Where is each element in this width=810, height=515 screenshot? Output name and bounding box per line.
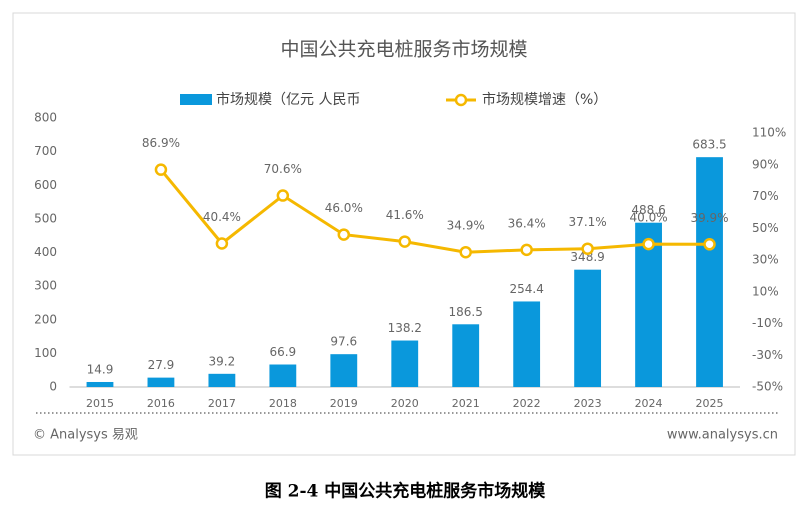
source: © Analysys 易观 <box>33 428 138 443</box>
bar <box>513 301 541 387</box>
line-value-label: 34.9% <box>447 219 485 233</box>
chart-frame <box>12 12 796 456</box>
bar-value-label: 488.6 <box>631 203 665 217</box>
bar-value-label: 97.6 <box>330 335 357 349</box>
x-tick-label: 2024 <box>635 397 663 410</box>
line-value-label: 36.4% <box>508 216 546 230</box>
line-point <box>154 163 168 176</box>
y-tick-label: 200 <box>34 312 57 326</box>
line-point <box>215 237 229 250</box>
x-tick-label: 2025 <box>696 397 724 410</box>
line-value-label: 46.0% <box>325 201 363 215</box>
y-tick-label: 800 <box>34 111 57 125</box>
bar-value-label: 138.2 <box>388 321 422 335</box>
line-point <box>520 243 533 257</box>
line-value-label: 40.4% <box>203 210 241 224</box>
caption: 图 2-4 中国公共充电桩服务市场规模 <box>265 481 547 502</box>
line-value-label: 40.0% <box>630 211 668 225</box>
line-value-label: 39.9% <box>690 211 728 225</box>
line-value-label: 37.1% <box>569 215 607 229</box>
y-tick-label: 100 <box>34 346 57 360</box>
legend-swatch <box>180 94 212 105</box>
bar <box>147 377 175 387</box>
y-tick-label: 300 <box>34 279 57 293</box>
y2-tick-label: 10% <box>752 284 779 298</box>
y2-tick-label: 50% <box>752 221 779 235</box>
bar-value-label: 27.9 <box>148 358 175 372</box>
y2-tick-label: 30% <box>752 253 779 267</box>
line <box>159 168 710 254</box>
legend-label: 市场规模（亿元 人民币 <box>216 91 360 108</box>
x-tick-label: 2016 <box>147 397 175 410</box>
y2-tick-label: -50% <box>752 380 783 394</box>
bar-value-label: 254.4 <box>509 282 543 296</box>
bar <box>696 157 723 387</box>
bar <box>330 354 358 387</box>
bar <box>452 324 480 387</box>
y2-tick-label: 90% <box>752 157 779 171</box>
legend-label: 市场规模增速（%） <box>482 91 607 108</box>
x-tick-label: 2023 <box>574 397 602 410</box>
x-tick-label: 2020 <box>391 397 419 410</box>
x-tick-label: 2018 <box>269 397 297 410</box>
line-value-label: 86.9% <box>142 136 180 150</box>
line-value-label: 41.6% <box>386 208 424 222</box>
legend-marker <box>454 93 468 107</box>
bar <box>391 340 419 387</box>
y-tick-label: 500 <box>34 211 57 225</box>
line-point <box>398 235 411 248</box>
bar <box>269 364 297 387</box>
y2-tick-label: 70% <box>752 189 779 203</box>
x-tick-label: 2021 <box>452 397 480 410</box>
y2-tick-label: -10% <box>752 316 783 330</box>
line-point <box>337 228 351 241</box>
bar <box>208 373 236 387</box>
y-tick-label: 700 <box>34 144 57 158</box>
line-point <box>276 189 290 202</box>
bar-value-label: 14.9 <box>87 362 114 376</box>
bar-value-label: 348.9 <box>570 250 604 264</box>
chart-title: 中国公共充电桩服务市场规模 <box>280 39 527 61</box>
line-point <box>459 245 472 259</box>
y-tick-label: 0 <box>49 380 57 394</box>
bar <box>574 269 602 387</box>
bar-value-label: 186.5 <box>449 305 483 319</box>
y-tick-label: 600 <box>34 178 57 192</box>
line-point <box>703 238 716 251</box>
bar-value-label: 66.9 <box>269 345 296 359</box>
x-tick-label: 2017 <box>208 397 236 410</box>
bar-value-label: 683.5 <box>692 138 726 152</box>
line-point <box>642 237 655 251</box>
website: www.analysys.cn <box>667 428 778 443</box>
line-value-label: 70.6% <box>264 162 302 176</box>
x-tick-label: 2015 <box>86 397 114 410</box>
bar <box>86 381 114 387</box>
bar-value-label: 39.2 <box>209 354 236 368</box>
x-tick-label: 2022 <box>513 397 541 410</box>
y-tick-label: 400 <box>34 245 57 259</box>
x-tick-label: 2019 <box>330 397 358 410</box>
line-point <box>581 242 594 255</box>
y2-tick-label: -30% <box>752 348 783 362</box>
y2-tick-label: 110% <box>752 126 786 140</box>
